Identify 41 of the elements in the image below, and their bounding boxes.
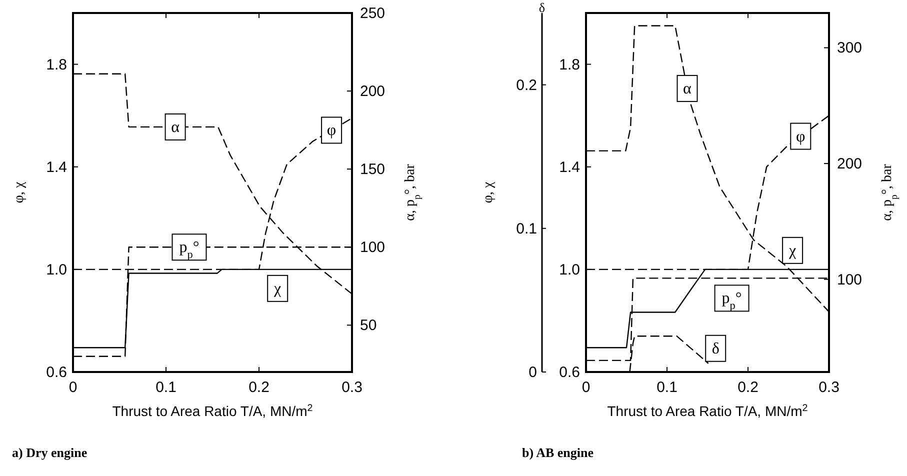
- text: b) AB engine: [522, 445, 594, 460]
- series-label: α: [683, 80, 692, 98]
- x-tick-label: 0.3: [818, 379, 840, 396]
- series-label: φ: [326, 122, 336, 140]
- y3-tick-label: 0.2: [516, 76, 537, 94]
- y-axis-title: φ, χ: [12, 181, 27, 204]
- x-axis-title: Thrust to Area Ratio T/A, MN/m$^{2}$: [112, 402, 313, 419]
- y-axis-title: φ, χ: [481, 181, 496, 204]
- x-tick-label: 0.3: [342, 379, 362, 396]
- text: a) Dry engine: [12, 445, 88, 460]
- y3-tick-label: 0.1: [516, 220, 537, 238]
- x-tick-label: 0.1: [656, 379, 678, 396]
- y3-tick-label: 0: [528, 364, 537, 381]
- y2-tick-label: 200: [837, 156, 862, 173]
- series-label: χ: [788, 242, 797, 260]
- x-tick-label: 0: [68, 379, 78, 396]
- y2-tick-label: 50: [360, 317, 377, 334]
- x-tick-label: 0.2: [248, 379, 270, 396]
- series-label: δ: [712, 340, 720, 358]
- y-tick-label: 1.4: [559, 158, 580, 176]
- x-tick-label: 0: [582, 379, 590, 396]
- x-axis-title: Thrust to Area Ratio T/A, MN/m$^{2}$: [607, 402, 808, 419]
- y-tick-label: 0.6: [46, 364, 67, 381]
- series-label: φ: [796, 128, 806, 146]
- series-label: α: [171, 118, 180, 136]
- y2-tick-label: 250: [360, 5, 386, 22]
- y2-tick-label: 100: [837, 271, 862, 288]
- y-tick-label: 1.0: [46, 261, 67, 278]
- y-tick-label: 1.8: [46, 56, 67, 74]
- x-tick-label: 0.1: [156, 379, 176, 396]
- y-tick-label: 1.0: [559, 261, 580, 278]
- series-label: χ: [273, 280, 282, 298]
- y-tick-label: 1.4: [46, 158, 67, 176]
- y-tick-label: 0.6: [559, 364, 580, 381]
- y2-tick-label: 300: [837, 40, 862, 57]
- y3-axis-title: δ: [538, 0, 546, 15]
- y2-tick-label: 100: [360, 239, 386, 256]
- y2-tick-label: 200: [360, 83, 386, 100]
- x-tick-label: 0.2: [738, 379, 758, 396]
- y2-tick-label: 150: [360, 161, 386, 178]
- y-tick-label: 1.8: [559, 56, 580, 74]
